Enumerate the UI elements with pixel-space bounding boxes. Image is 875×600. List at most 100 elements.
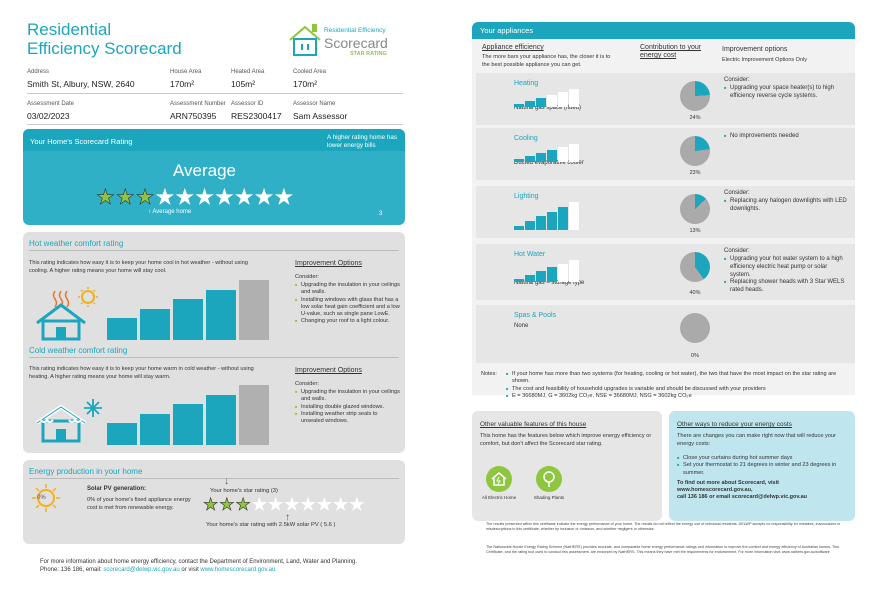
comfort-bar <box>107 318 137 340</box>
footer-line1: For more information about home energy e… <box>40 559 358 565</box>
appliance-improvement-item: Upgrading your space heater(s) to high e… <box>724 85 848 101</box>
footer-line2: Phone: 136 186, email: scorecard@delwp.v… <box>40 567 276 573</box>
hot-improvement-item: Installing windows with glass that has a… <box>295 297 400 319</box>
appliance-row: Hot Water Natural gas – storage type 40% Co… <box>476 244 855 300</box>
assessment-number-value: ARN750395 <box>170 111 217 121</box>
cold-weather-desc: This rating indicates how easy it is to … <box>29 366 254 380</box>
appliance-efficiency-title: Appliance efficiency <box>482 44 544 51</box>
comfort-bar <box>173 404 203 445</box>
rating-star: ★ <box>115 186 135 209</box>
house-area-value: 170m² <box>170 79 195 89</box>
efficiency-bar <box>514 104 524 107</box>
rating-star: ★ <box>175 186 195 209</box>
energy-cost-pie <box>680 194 710 224</box>
energy-cost-percent: 40% <box>689 290 701 296</box>
rating-star: ★ <box>96 186 115 209</box>
appliances-header: Your appliances <box>472 22 855 39</box>
rating-star: ★ <box>155 186 175 209</box>
footer-email-link[interactable]: scorecard@delwp.vic.gov.au <box>103 567 180 573</box>
appliance-type: Natural gas – storage type <box>514 280 585 286</box>
heated-area-label: Heated Area <box>231 69 265 75</box>
efficiency-bars <box>514 260 579 282</box>
efficiency-bar <box>514 226 524 230</box>
efficiency-bar <box>536 98 546 107</box>
cold-house-icon <box>35 399 102 443</box>
pv-percent-icon-label: 0% <box>37 495 46 501</box>
find-out-more: To find out more about Scorecard, visit … <box>677 480 807 501</box>
efficiency-bars <box>514 202 579 230</box>
assessor-id-value: RES2300417 <box>231 111 282 121</box>
efficiency-bar <box>569 144 579 162</box>
pv-star: ★ <box>284 495 300 514</box>
appliance-consider: Consider: <box>724 77 750 83</box>
cold-improvement-list: Upgrading the insulation in your ceiling… <box>295 389 400 425</box>
ways-item: Close your curtains during hot summer da… <box>677 455 847 462</box>
scorecard-link[interactable]: www.homescorecard.gov.au, <box>677 487 753 494</box>
efficiency-bar <box>547 150 557 162</box>
note-item: If your home has more than two systems (… <box>506 371 851 386</box>
appliance-improvement-list: No improvements needed <box>724 133 848 141</box>
pv-star: ★ <box>219 495 235 514</box>
efficiency-bar <box>514 279 524 282</box>
shading-plants-icon <box>536 466 562 492</box>
comfort-bar <box>107 423 137 445</box>
solar-icon <box>32 484 60 512</box>
appliance-consider: Consider: <box>724 190 750 196</box>
assessment-date-label: Assessment Date <box>27 101 75 107</box>
footer-url-link[interactable]: www.homescorecard.gov.au <box>200 567 276 573</box>
electric-home-icon <box>486 466 512 492</box>
cold-improvement-title: Improvement Options <box>295 367 362 374</box>
energy-cost-percent: 13% <box>689 228 701 234</box>
appliance-row: Heating Natural gas space (flued) 24% Consi… <box>476 73 855 125</box>
fine-print-1: The results presented within this certif… <box>486 522 841 531</box>
assessor-name-label: Assessor Name <box>293 101 336 107</box>
ways-title: Other ways to reduce your energy costs <box>677 421 792 428</box>
pv-arrow: ↑ <box>285 512 290 523</box>
divider <box>27 93 403 94</box>
pv-stars: ★★★★★★★★★★ <box>203 496 366 515</box>
comfort-bar <box>239 385 269 445</box>
rating-stars: ★★★★★★★★★★ <box>96 187 294 209</box>
energy-cost-percent: 24% <box>689 115 701 121</box>
note-item: E = 36680MJ, G = 3602kg CO₂e, NSE = 3668… <box>506 393 851 400</box>
efficiency-bar <box>569 260 579 282</box>
efficiency-bars <box>514 89 579 107</box>
appliance-row: Spas & Pools None 0% <box>476 305 855 363</box>
pv-star: ★ <box>235 495 251 514</box>
contribution-title: Contribution to your energy cost <box>640 44 702 60</box>
efficiency-bar <box>536 153 546 162</box>
energy-production-panel: Energy production in your home 0% Solar … <box>23 460 405 544</box>
efficiency-bar <box>525 156 535 162</box>
pv-star: ★ <box>316 495 332 514</box>
efficiency-bar <box>525 101 535 107</box>
divider <box>27 124 403 125</box>
appliance-row: Cooling Ducted evaporative cooler 23% No im… <box>476 128 855 180</box>
improvement-options-title: Improvement options <box>722 46 788 53</box>
efficiency-bar <box>525 221 535 230</box>
hot-weather-title: Hot weather comfort rating <box>29 239 124 248</box>
pv-star: ★ <box>251 495 267 514</box>
appliance-row: Lighting 13% Consider: Replacing any haloge… <box>476 186 855 238</box>
comfort-panel: Hot weather comfort rating This rating i… <box>23 232 405 453</box>
comfort-bar <box>239 280 269 340</box>
energy-cost-percent: 23% <box>689 170 701 176</box>
energy-cost-pie <box>680 252 710 282</box>
ways-list: Close your curtains during hot summer da… <box>677 455 847 477</box>
appliance-consider: Consider: <box>724 248 750 254</box>
appliance-improvement-list: Upgrading your hot water system to a hig… <box>724 256 848 295</box>
hot-improvement-item: Changing your roof to a light colour. <box>295 318 400 325</box>
cooled-area-label: Cooled Area <box>293 69 327 75</box>
efficiency-bar <box>569 89 579 107</box>
appliance-improvement-list: Replacing any halogen downlights with LE… <box>724 198 848 214</box>
rating-star: ★ <box>195 186 214 209</box>
hot-consider: Consider: <box>295 274 319 280</box>
average-home-marker: ↑ Average home <box>148 209 192 215</box>
appliance-name: Hot Water <box>514 251 546 258</box>
assessment-number-label: Assessment Number <box>170 101 226 107</box>
hot-improvement-item: Upgrading the insulation in your ceiling… <box>295 282 400 297</box>
efficiency-bars <box>514 144 579 162</box>
cold-rating-bars <box>107 385 269 445</box>
assessor-id-label: Assessor ID <box>231 101 264 107</box>
feature-shading-plants: Shading Plants <box>533 495 565 500</box>
appliance-efficiency-desc: The more bars your appliance has, the cl… <box>482 54 611 68</box>
